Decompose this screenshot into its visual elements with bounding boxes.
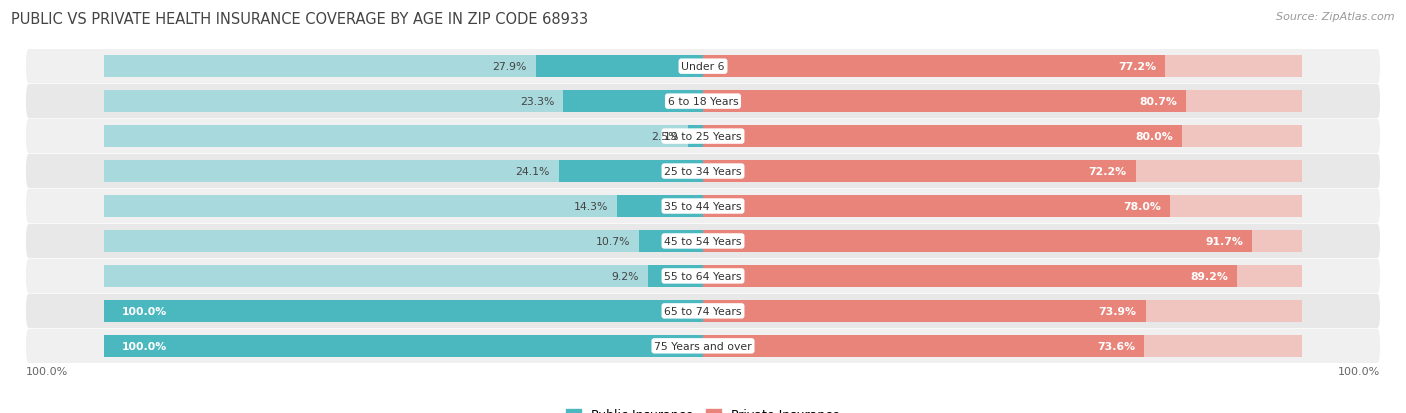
FancyBboxPatch shape xyxy=(25,294,1381,328)
FancyBboxPatch shape xyxy=(25,120,1381,154)
Bar xyxy=(703,335,1144,357)
Text: 35 to 44 Years: 35 to 44 Years xyxy=(664,202,742,211)
Bar xyxy=(104,161,703,183)
Text: 100.0%: 100.0% xyxy=(1337,366,1379,376)
Bar xyxy=(703,161,1302,183)
Bar xyxy=(703,230,1253,252)
FancyBboxPatch shape xyxy=(25,190,1381,223)
Text: 72.2%: 72.2% xyxy=(1088,166,1126,177)
Bar xyxy=(703,56,1166,78)
Bar xyxy=(617,196,703,217)
Bar xyxy=(703,126,1302,147)
Bar xyxy=(104,335,703,357)
FancyBboxPatch shape xyxy=(25,259,1381,293)
Bar xyxy=(104,300,703,322)
Text: 6 to 18 Years: 6 to 18 Years xyxy=(668,97,738,107)
Bar xyxy=(703,266,1302,287)
Bar xyxy=(688,126,703,147)
Bar xyxy=(104,230,703,252)
Text: 91.7%: 91.7% xyxy=(1205,236,1243,247)
Text: 73.6%: 73.6% xyxy=(1097,341,1135,351)
Text: 2.5%: 2.5% xyxy=(651,132,679,142)
Text: 100.0%: 100.0% xyxy=(27,366,69,376)
Text: 19 to 25 Years: 19 to 25 Years xyxy=(664,132,742,142)
FancyBboxPatch shape xyxy=(25,224,1381,259)
Text: 80.0%: 80.0% xyxy=(1136,132,1173,142)
Bar xyxy=(558,161,703,183)
Text: 78.0%: 78.0% xyxy=(1123,202,1161,211)
Text: 100.0%: 100.0% xyxy=(122,306,167,316)
Text: 9.2%: 9.2% xyxy=(612,271,638,281)
Bar xyxy=(104,266,703,287)
Text: 23.3%: 23.3% xyxy=(520,97,554,107)
Text: 77.2%: 77.2% xyxy=(1118,62,1157,72)
Bar xyxy=(703,126,1182,147)
FancyBboxPatch shape xyxy=(25,50,1381,84)
FancyBboxPatch shape xyxy=(25,329,1381,363)
Text: PUBLIC VS PRIVATE HEALTH INSURANCE COVERAGE BY AGE IN ZIP CODE 68933: PUBLIC VS PRIVATE HEALTH INSURANCE COVER… xyxy=(11,12,588,27)
FancyBboxPatch shape xyxy=(25,154,1381,189)
Text: 10.7%: 10.7% xyxy=(595,236,630,247)
Bar xyxy=(703,300,1146,322)
Text: 80.7%: 80.7% xyxy=(1140,97,1177,107)
Bar xyxy=(104,56,703,78)
Bar xyxy=(638,230,703,252)
Bar xyxy=(703,300,1302,322)
Bar xyxy=(703,161,1136,183)
FancyBboxPatch shape xyxy=(25,85,1381,119)
Bar xyxy=(104,335,703,357)
Bar xyxy=(104,196,703,217)
Text: 25 to 34 Years: 25 to 34 Years xyxy=(664,166,742,177)
Bar xyxy=(564,91,703,113)
Bar xyxy=(703,196,1170,217)
Text: 55 to 64 Years: 55 to 64 Years xyxy=(664,271,742,281)
Bar xyxy=(703,196,1302,217)
Text: 45 to 54 Years: 45 to 54 Years xyxy=(664,236,742,247)
Text: Under 6: Under 6 xyxy=(682,62,724,72)
Text: 65 to 74 Years: 65 to 74 Years xyxy=(664,306,742,316)
Bar xyxy=(104,300,703,322)
Text: 75 Years and over: 75 Years and over xyxy=(654,341,752,351)
Bar xyxy=(703,91,1187,113)
Legend: Public Insurance, Private Insurance: Public Insurance, Private Insurance xyxy=(561,404,845,413)
Bar xyxy=(648,266,703,287)
Bar xyxy=(703,230,1302,252)
Text: 24.1%: 24.1% xyxy=(515,166,550,177)
Text: 14.3%: 14.3% xyxy=(574,202,609,211)
Text: Source: ZipAtlas.com: Source: ZipAtlas.com xyxy=(1277,12,1395,22)
Text: 73.9%: 73.9% xyxy=(1098,306,1136,316)
Bar xyxy=(703,266,1237,287)
Bar xyxy=(703,56,1302,78)
Bar xyxy=(703,335,1302,357)
Bar xyxy=(703,91,1302,113)
Text: 27.9%: 27.9% xyxy=(492,62,527,72)
Bar xyxy=(536,56,703,78)
Text: 89.2%: 89.2% xyxy=(1191,271,1229,281)
Bar xyxy=(104,126,703,147)
Bar xyxy=(104,91,703,113)
Text: 100.0%: 100.0% xyxy=(122,341,167,351)
